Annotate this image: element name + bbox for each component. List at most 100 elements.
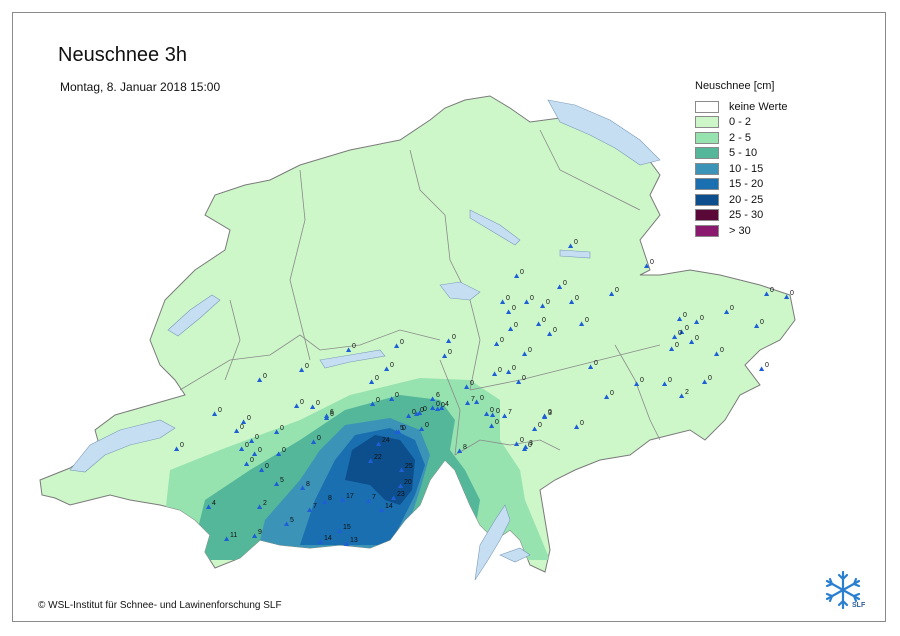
- station-value: 8: [306, 481, 310, 488]
- legend-label: 0 - 2: [729, 116, 752, 129]
- station-value: 8: [328, 495, 332, 502]
- legend-label: > 30: [729, 224, 751, 237]
- station-value: 0: [280, 425, 284, 432]
- station-marker: [677, 316, 683, 321]
- station-marker: [604, 394, 610, 399]
- station-value: 0: [668, 377, 672, 384]
- lake-constance: [547, 99, 661, 166]
- station-marker: [310, 404, 316, 409]
- station-value: 24: [382, 437, 390, 444]
- legend-label: 20 - 25: [729, 193, 764, 206]
- station-marker: [257, 377, 263, 382]
- station-value: 0: [640, 377, 644, 384]
- station-marker: [492, 371, 498, 376]
- station-marker: [337, 528, 343, 533]
- station-marker: [346, 347, 352, 352]
- station-marker: [574, 424, 580, 429]
- station-marker: [465, 400, 471, 405]
- station-value: 0: [441, 402, 445, 409]
- legend-swatch: [695, 178, 719, 191]
- station-marker: [536, 321, 542, 326]
- station-marker: [702, 379, 708, 384]
- station-marker: [724, 309, 730, 314]
- station-marker: [579, 321, 585, 326]
- station-marker: [252, 533, 258, 538]
- station-marker: [542, 414, 548, 419]
- legend-row: 5 - 10: [695, 146, 788, 162]
- station-value: 5: [290, 517, 294, 524]
- station-value: 0: [770, 287, 774, 294]
- station-value: 0: [563, 280, 567, 287]
- station-value: 0: [548, 409, 552, 416]
- legend-label: 2 - 5: [729, 131, 752, 144]
- station-marker: [784, 294, 790, 299]
- station-value: 9: [258, 529, 262, 536]
- station-marker: [547, 331, 553, 336]
- station-value: 4: [212, 500, 216, 507]
- station-value: 14: [324, 535, 332, 542]
- station-marker: [506, 369, 512, 374]
- lake-thun-brienz: [319, 349, 386, 369]
- station-value: 6: [330, 411, 334, 418]
- station-value: 0: [218, 407, 222, 414]
- station-value: 0: [528, 442, 532, 449]
- station-value: 0: [395, 392, 399, 399]
- station-value: 0: [520, 437, 524, 444]
- legend-swatch: [695, 224, 719, 237]
- station-marker: [694, 319, 700, 324]
- legend-row: keine Werte: [695, 99, 788, 115]
- station-value: 0: [720, 347, 724, 354]
- station-value: 0: [496, 408, 500, 415]
- station-value: 0: [530, 295, 534, 302]
- station-value: 0: [423, 406, 427, 413]
- station-marker: [516, 379, 522, 384]
- station-marker: [300, 485, 306, 490]
- station-marker: [324, 413, 330, 418]
- station-value: 0: [585, 317, 589, 324]
- station-marker: [369, 379, 375, 384]
- lake-walen: [559, 249, 591, 259]
- station-marker: [532, 426, 538, 431]
- station-marker: [502, 413, 508, 418]
- station-marker: [669, 346, 675, 351]
- map-title: Neuschnee 3h: [58, 44, 187, 66]
- station-value: 0: [528, 347, 532, 354]
- station-value: 7: [508, 409, 512, 416]
- station-marker: [524, 299, 530, 304]
- station-marker: [257, 504, 263, 509]
- station-marker: [406, 413, 412, 418]
- station-marker: [389, 396, 395, 401]
- station-marker: [430, 396, 436, 401]
- station-marker: [241, 419, 247, 424]
- station-value: 0: [317, 435, 321, 442]
- station-value: 13: [350, 537, 358, 544]
- station-value: 0: [425, 422, 429, 429]
- station-marker: [398, 483, 404, 488]
- station-marker: [274, 429, 280, 434]
- station-value: 0: [765, 362, 769, 369]
- station-value: 6: [436, 392, 440, 399]
- station-value: 0: [420, 407, 424, 414]
- station-marker: [340, 497, 346, 502]
- station-marker: [514, 441, 520, 446]
- station-value: 0: [730, 305, 734, 312]
- station-marker: [679, 329, 685, 334]
- station-value: 0: [538, 422, 542, 429]
- station-value: 14: [385, 503, 393, 510]
- station-value: 0: [512, 305, 516, 312]
- lake-neuchatel: [167, 294, 221, 337]
- legend-row: > 30: [695, 223, 788, 239]
- station-marker: [399, 467, 405, 472]
- station-value: 0: [400, 339, 404, 346]
- station-value: 11: [230, 532, 237, 539]
- legend-row: 0 - 2: [695, 115, 788, 131]
- station-value: 15: [343, 524, 351, 531]
- station-value: 0: [265, 463, 269, 470]
- station-value: 0: [506, 295, 510, 302]
- lakes: [69, 99, 661, 581]
- station-value: 0: [402, 425, 406, 432]
- lake-zurich: [469, 209, 521, 246]
- station-value: 0: [180, 442, 184, 449]
- station-value: 0: [258, 447, 262, 454]
